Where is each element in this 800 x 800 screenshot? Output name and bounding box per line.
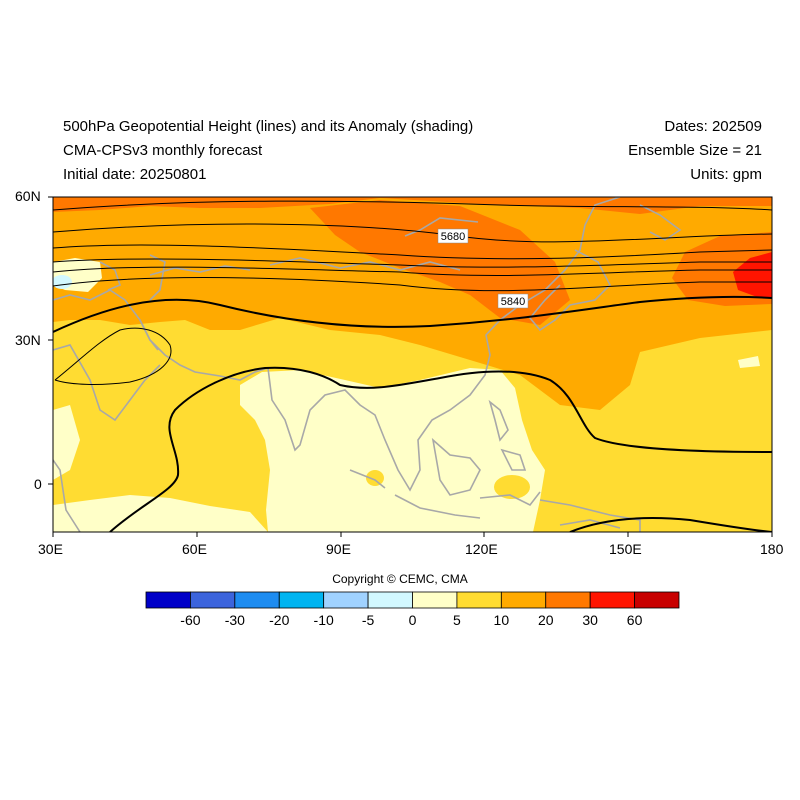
lon-tick-label: 30E [38, 541, 63, 557]
colorbar-swatch [589, 591, 635, 609]
map-title: 500hPa Geopotential Height (lines) and i… [63, 118, 474, 135]
map-frame [52, 196, 773, 533]
model-name: CMA-CPSv3 monthly forecast [63, 142, 263, 159]
colorbar-label: 60 [626, 612, 643, 628]
anomaly-30-60-region [733, 252, 772, 298]
colorbar-swatch [278, 591, 325, 609]
colorbar-label: 0 [408, 612, 417, 628]
initial-date: Initial date: 20250801 [63, 166, 207, 183]
lon-tick-label: 60E [182, 541, 207, 557]
colorbar-label: 10 [493, 612, 510, 628]
colorbar-swatch [456, 591, 502, 609]
lon-tick-label: 150E [609, 541, 642, 557]
colorbar-swatch [323, 591, 369, 609]
colorbar-swatch [367, 591, 413, 609]
contour-label: 5680 [441, 231, 465, 243]
anomaly-0-5-region [240, 368, 545, 532]
colorbar [145, 591, 680, 609]
colorbar-label: -60 [180, 612, 201, 628]
colorbar-label: -20 [269, 612, 290, 628]
colorbar-swatch [500, 591, 547, 609]
height-contours [53, 200, 772, 532]
colorbar-label: 30 [582, 612, 598, 628]
colorbar-swatch [145, 591, 191, 609]
colorbar-swatch [234, 591, 280, 609]
copyright-notice: Copyright © CEMC, CMA [332, 572, 468, 586]
anomaly-5-10-blob [494, 475, 530, 499]
contour-labels: 5680 5840 [437, 228, 529, 309]
colorbar-swatch [190, 591, 236, 609]
anomaly-shading [53, 197, 772, 532]
lat-tick-label: 60N [15, 188, 41, 204]
colorbar-label: -5 [361, 612, 375, 628]
axis-ticks [48, 196, 773, 537]
anomaly-0-5-region [53, 495, 268, 532]
lon-tick-label: 90E [326, 541, 351, 557]
contour-label: 5840 [501, 296, 525, 308]
lat-tick-label: 0 [34, 476, 42, 492]
anomaly-10-20-region [53, 197, 772, 410]
forecast-dates: Dates: 202509 [664, 118, 762, 135]
colorbar-label: -30 [224, 612, 245, 628]
anomaly-5-10-blob [366, 470, 384, 486]
coastlines [53, 197, 682, 532]
colorbar-label: 20 [537, 612, 554, 628]
lon-tick-label: 120E [465, 541, 498, 557]
colorbar-swatch [634, 591, 680, 609]
anomaly-0-5-region [53, 405, 80, 480]
lon-tick-label: 180 [760, 541, 784, 557]
colorbar-label: 5 [453, 612, 461, 628]
ensemble-size: Ensemble Size = 21 [628, 142, 762, 159]
units-label: Units: gpm [690, 166, 762, 183]
lat-tick-label: 30N [15, 332, 41, 348]
colorbar-swatch [412, 591, 458, 609]
colorbar-swatch [545, 591, 591, 609]
colorbar-label: -10 [313, 612, 334, 628]
anomaly-0-5-region [738, 356, 760, 368]
anomaly-neg-blob [53, 275, 72, 289]
